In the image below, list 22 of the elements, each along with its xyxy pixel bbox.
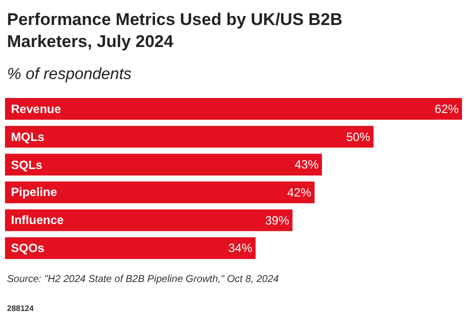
bar <box>5 126 374 148</box>
data-label: 43% <box>294 158 319 172</box>
bar <box>5 154 322 176</box>
y-tick-label: SQOs <box>11 241 45 255</box>
y-tick-label: SQLs <box>11 158 43 172</box>
data-label: 50% <box>346 130 371 144</box>
chart-subtitle: % of respondents <box>7 66 132 83</box>
chart-title: Performance Metrics Used by UK/US B2B Marketers, July 2024 <box>7 10 342 52</box>
data-label: 39% <box>265 213 290 228</box>
bar <box>5 98 462 120</box>
text: 288124 <box>7 304 34 313</box>
y-tick-label: MQLs <box>11 130 45 144</box>
y-tick-label: Revenue <box>11 102 62 116</box>
y-tick-label: Influence <box>11 213 64 227</box>
data-label: 62% <box>434 102 459 116</box>
source-note: Source: "H2 2024 State of B2B Pipeline Growth," Oct 8, 2024 <box>7 274 280 285</box>
data-label: 42% <box>287 185 312 200</box>
y-tick-label: Pipeline <box>11 185 58 199</box>
bar <box>5 209 292 232</box>
bar <box>5 182 315 204</box>
bar <box>5 237 256 259</box>
data-label: 34% <box>228 241 253 256</box>
